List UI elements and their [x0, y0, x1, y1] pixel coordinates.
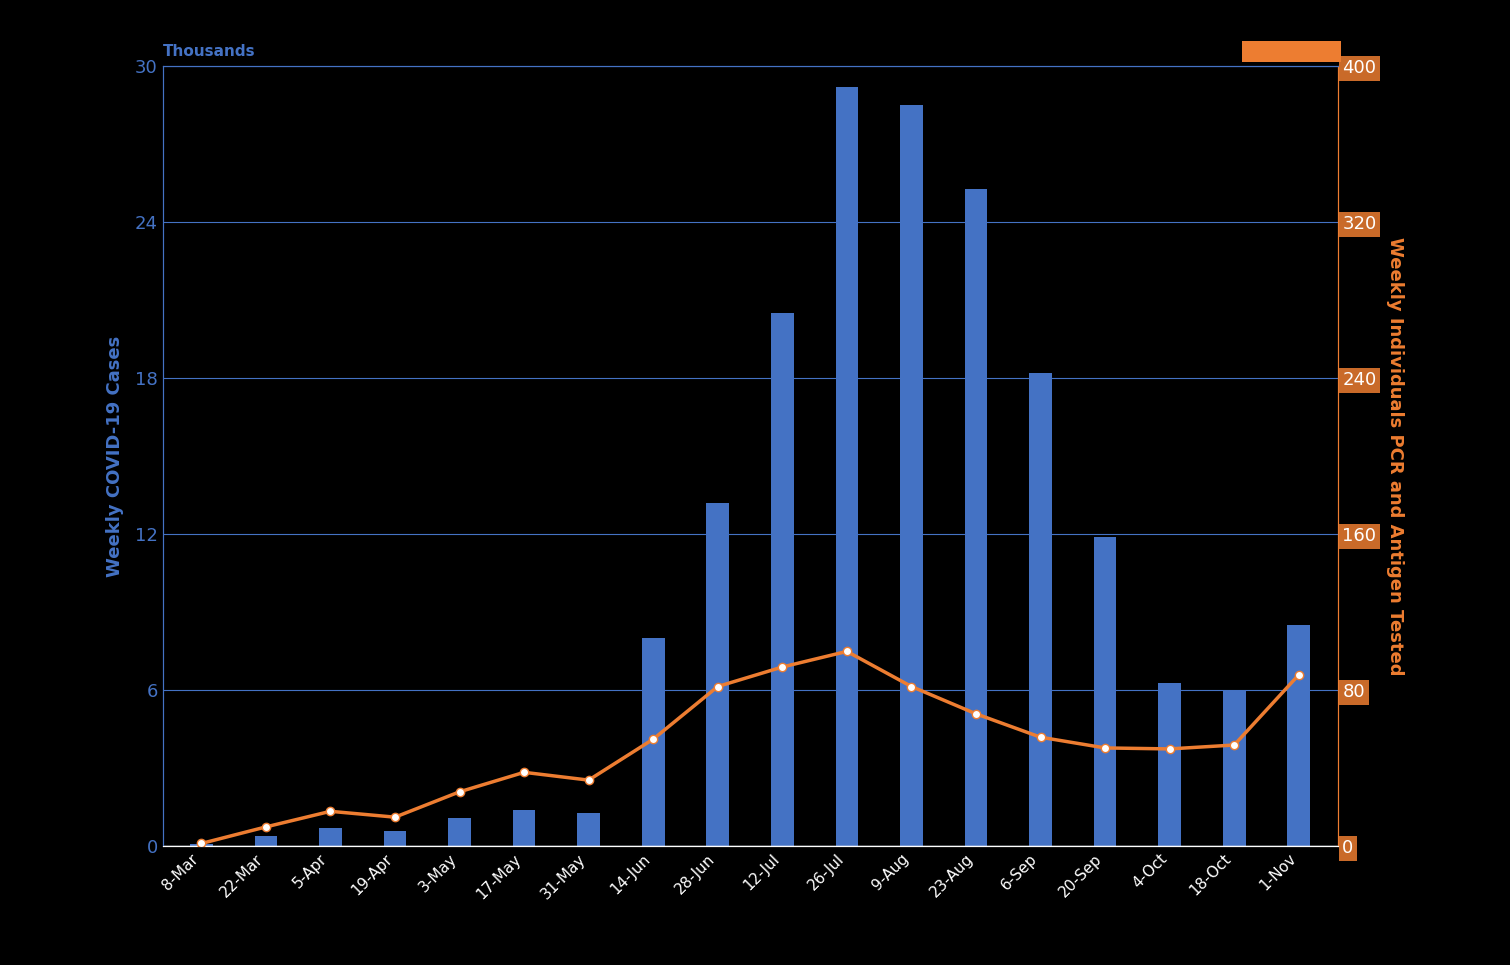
Bar — [835, 87, 858, 846]
Text: Thousands: Thousands — [1244, 43, 1338, 59]
Bar — [1093, 537, 1116, 846]
Bar — [190, 843, 213, 846]
Bar — [1223, 690, 1246, 846]
Bar — [319, 828, 341, 846]
Bar — [255, 836, 278, 846]
Bar — [642, 639, 664, 846]
Y-axis label: Weekly Individuals PCR and Antigen Tested: Weekly Individuals PCR and Antigen Teste… — [1386, 237, 1404, 676]
Bar — [965, 188, 988, 846]
Bar — [448, 817, 471, 846]
Bar — [772, 314, 794, 846]
Bar — [707, 503, 729, 846]
Bar — [1030, 373, 1052, 846]
Bar — [577, 813, 599, 846]
Bar — [1288, 625, 1311, 846]
Bar — [900, 105, 923, 846]
Bar — [384, 831, 406, 846]
Y-axis label: Weekly COVID-19 Cases: Weekly COVID-19 Cases — [106, 336, 124, 577]
Bar — [513, 810, 536, 846]
Bar — [1158, 682, 1181, 846]
Text: Thousands: Thousands — [163, 43, 255, 59]
